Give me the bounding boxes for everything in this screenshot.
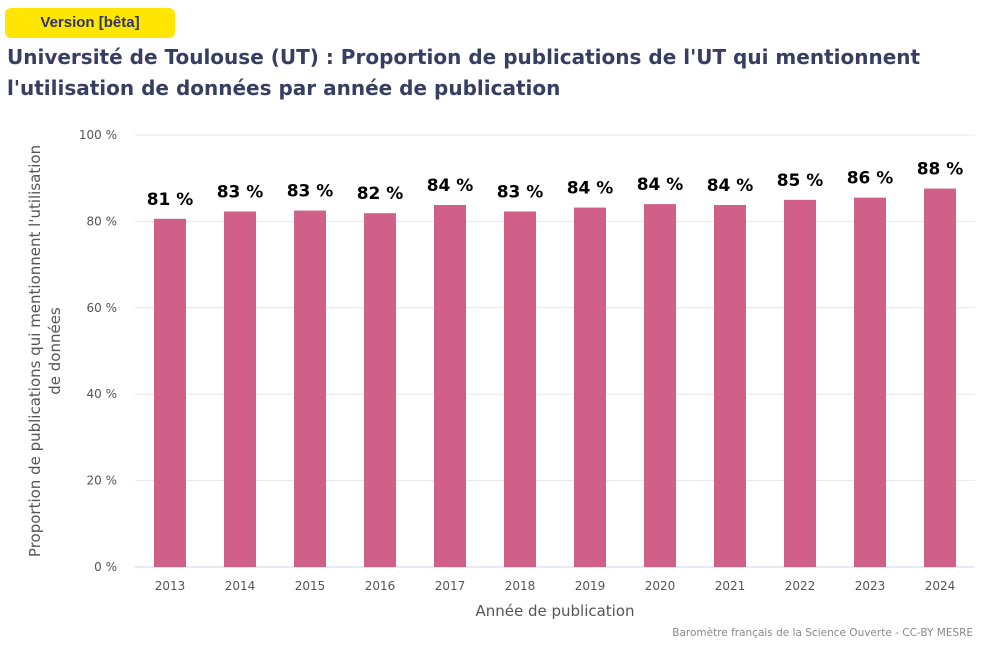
- credit-text: Baromètre français de la Science Ouverte…: [672, 627, 973, 639]
- data-label: 83 %: [287, 182, 334, 202]
- bar-2024[interactable]: [924, 188, 956, 567]
- bar-2013[interactable]: [154, 218, 186, 568]
- x-tick-label: 2013: [155, 579, 186, 593]
- x-tick-label: 2017: [435, 579, 466, 593]
- x-tick-label: 2022: [785, 579, 816, 593]
- y-tick-label: 0 %: [94, 560, 117, 574]
- bar-2019[interactable]: [574, 207, 606, 568]
- bar-2023[interactable]: [854, 197, 886, 567]
- x-tick-label: 2023: [855, 579, 886, 593]
- data-label: 83 %: [217, 182, 264, 202]
- y-tick-label: 60 %: [87, 301, 118, 315]
- y-tick-label: 80 %: [87, 214, 118, 228]
- x-tick-label: 2024: [925, 579, 956, 593]
- x-tick-label: 2014: [225, 579, 256, 593]
- x-tick-label: 2018: [505, 579, 536, 593]
- x-tick-label: 2016: [365, 579, 396, 593]
- x-tick-label: 2019: [575, 579, 606, 593]
- bar-2015[interactable]: [294, 210, 326, 567]
- bar-2018[interactable]: [504, 211, 536, 568]
- data-label: 84 %: [707, 176, 754, 196]
- data-label: 82 %: [357, 184, 404, 204]
- data-label: 84 %: [567, 179, 614, 199]
- data-label: 84 %: [427, 176, 474, 196]
- bar-2014[interactable]: [224, 211, 256, 568]
- chart-title: Université de Toulouse (UT) : Proportion…: [7, 45, 921, 100]
- x-tick-label: 2020: [645, 579, 676, 593]
- data-label: 88 %: [917, 160, 964, 180]
- bar-2017[interactable]: [434, 204, 466, 567]
- bar-2016[interactable]: [364, 213, 396, 567]
- version-badge: Version [bêta]: [5, 8, 175, 38]
- x-tick-label: 2021: [715, 579, 746, 593]
- data-label: 83 %: [497, 182, 544, 202]
- y-tick-label: 40 %: [87, 387, 118, 401]
- y-tick-label: 20 %: [87, 474, 118, 488]
- y-axis-label-line1: Proportion de publications qui mentionne…: [26, 145, 44, 557]
- y-axis-label-line2: de données: [46, 307, 64, 395]
- x-tick-label: 2015: [295, 579, 326, 593]
- data-label: 86 %: [847, 169, 894, 189]
- bar-2021[interactable]: [714, 204, 746, 567]
- data-label: 85 %: [777, 171, 824, 191]
- bar-2020[interactable]: [644, 204, 676, 567]
- y-tick-label: 100 %: [79, 128, 117, 142]
- x-axis-label: Année de publication: [475, 602, 634, 620]
- y-axis-label: Proportion de publications qui mentionne…: [26, 145, 64, 557]
- data-label: 84 %: [637, 175, 684, 195]
- data-label: 81 %: [147, 190, 194, 210]
- bar-2022[interactable]: [784, 199, 816, 568]
